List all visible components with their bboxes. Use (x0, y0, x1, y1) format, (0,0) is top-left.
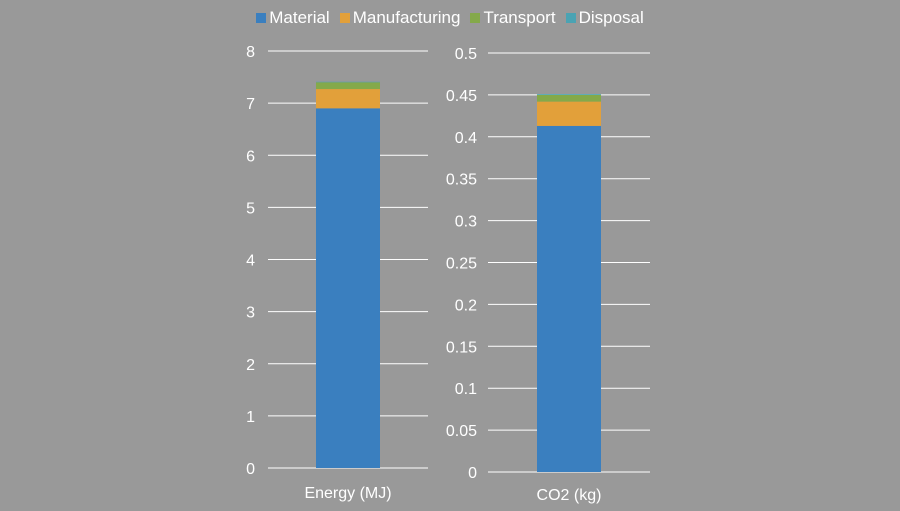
y-tick-label: 0.5 (455, 46, 477, 63)
y-tick-label: 0.2 (455, 297, 477, 314)
bar-segment-manufacturing (316, 89, 380, 109)
y-tick-label: 0 (468, 465, 477, 482)
bar-segment-disposal (537, 94, 601, 95)
y-tick-label: 0.35 (446, 172, 477, 189)
legend-swatch-manufacturing (339, 13, 350, 23)
y-tick-label: 0.45 (446, 88, 477, 105)
y-tick-label: 0.4 (455, 130, 477, 147)
y-tick-label: 0.1 (455, 381, 477, 398)
legend-label-disposal: Disposal (578, 8, 644, 27)
bar-segment-material (537, 125, 601, 472)
y-tick-label: 2 (246, 357, 255, 374)
y-tick-label: 7 (246, 96, 255, 113)
legend-swatch-disposal (565, 13, 576, 23)
y-tick-label: 0.3 (455, 214, 477, 231)
y-tick-label: 0.05 (446, 423, 477, 440)
y-tick-label: 3 (246, 305, 255, 322)
y-tick-label: 5 (246, 200, 255, 217)
legend-label-material: Material (269, 8, 330, 27)
bar-segment-disposal (316, 81, 380, 83)
bar-segment-material (316, 108, 380, 469)
y-tick-label: 0 (246, 461, 255, 478)
legend-item-transport: Transport (470, 8, 556, 28)
legend-label-manufacturing: Manufacturing (352, 8, 461, 27)
bar-segment-transport (537, 94, 601, 102)
legend: Material Manufacturing Transport Disposa… (0, 8, 900, 28)
y-tick-label: 0.25 (446, 256, 477, 273)
legend-item-manufacturing: Manufacturing (339, 8, 461, 28)
legend-label-transport: Transport (483, 8, 556, 27)
legend-swatch-transport (470, 13, 481, 23)
y-tick-label: 4 (246, 253, 255, 270)
y-tick-label: 0.15 (446, 339, 477, 356)
y-tick-label: 1 (246, 409, 255, 426)
bar-segment-manufacturing (537, 101, 601, 126)
x-category-label: Energy (MJ) (304, 485, 391, 502)
legend-item-disposal: Disposal (565, 8, 644, 28)
y-tick-label: 8 (246, 44, 255, 61)
x-category-label: CO2 (kg) (537, 487, 602, 504)
y-tick-label: 6 (246, 148, 255, 165)
legend-swatch-material (256, 13, 267, 23)
bar-segment-transport (316, 82, 380, 90)
legend-item-material: Material (256, 8, 330, 28)
